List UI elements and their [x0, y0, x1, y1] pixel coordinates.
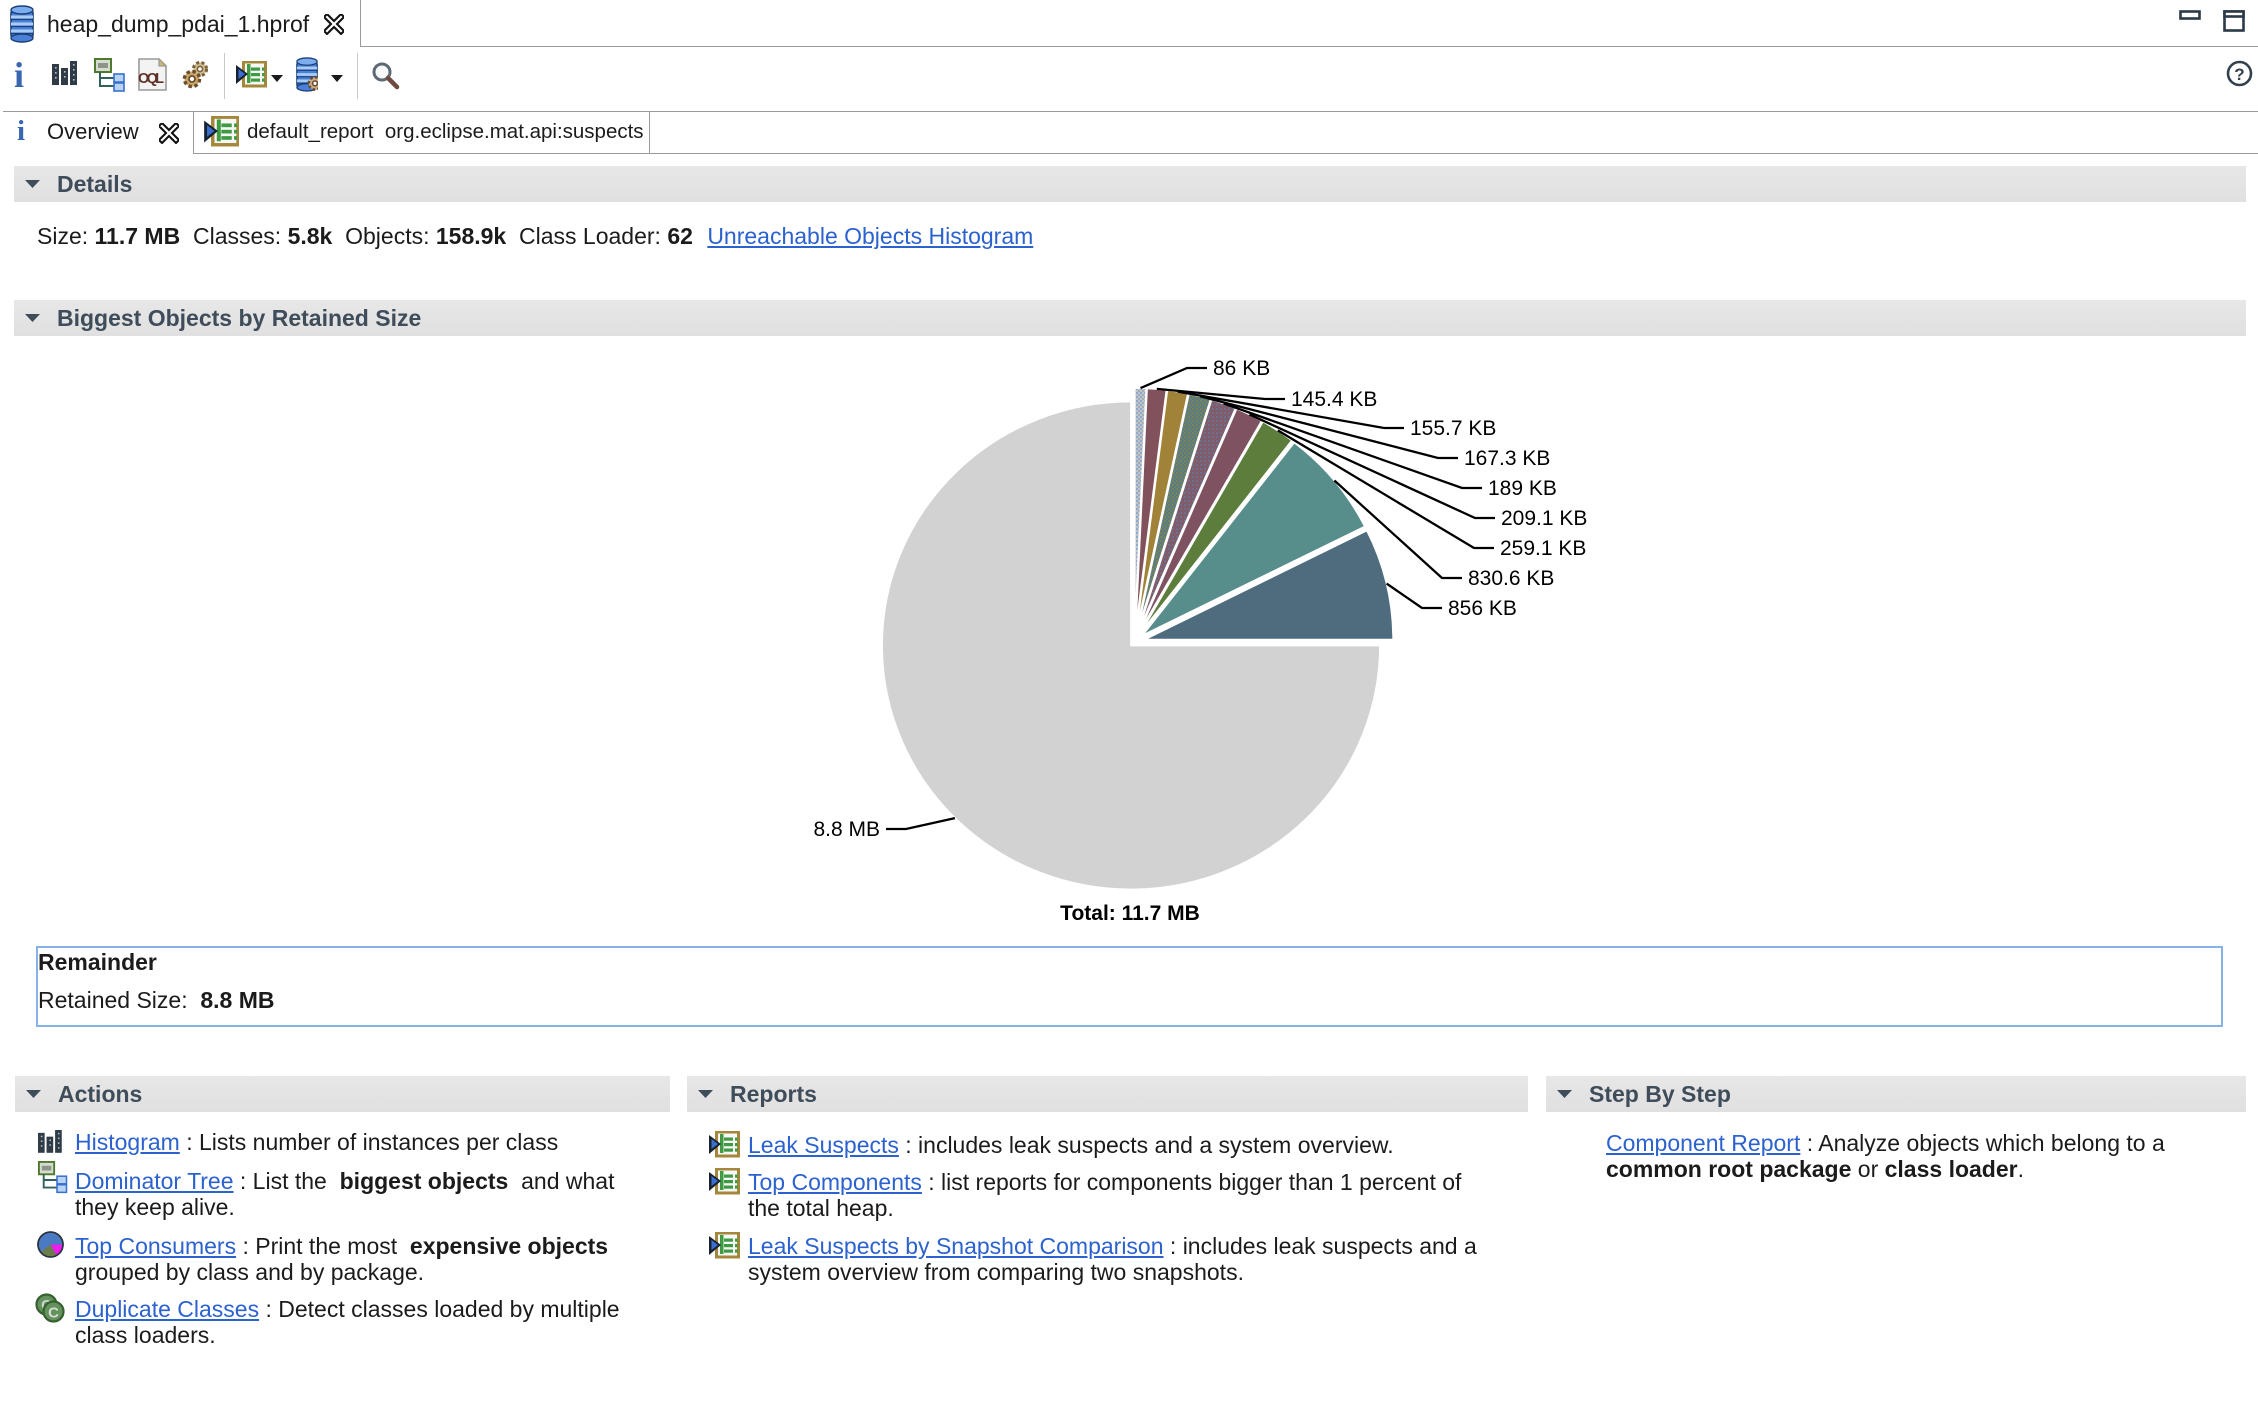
svg-text:145.4 KB: 145.4 KB — [1291, 388, 1377, 411]
svg-text:189 KB: 189 KB — [1488, 477, 1557, 500]
svg-text:OQL: OQL — [138, 71, 164, 87]
svg-text:155.7 KB: 155.7 KB — [1410, 417, 1496, 440]
svg-text:259.1 KB: 259.1 KB — [1500, 537, 1586, 560]
svg-text:Total: 11.7 MB: Total: 11.7 MB — [1060, 902, 1200, 925]
svg-text:167.3 KB: 167.3 KB — [1464, 447, 1550, 470]
svg-text:209.1 KB: 209.1 KB — [1501, 507, 1587, 530]
svg-text:86 KB: 86 KB — [1213, 357, 1270, 380]
svg-text:830.6 KB: 830.6 KB — [1468, 567, 1554, 590]
svg-text:8.8 MB: 8.8 MB — [813, 818, 880, 841]
svg-text:856 KB: 856 KB — [1448, 597, 1517, 620]
svg-text:?: ? — [2234, 65, 2244, 84]
svg-text:C: C — [48, 1305, 59, 1322]
